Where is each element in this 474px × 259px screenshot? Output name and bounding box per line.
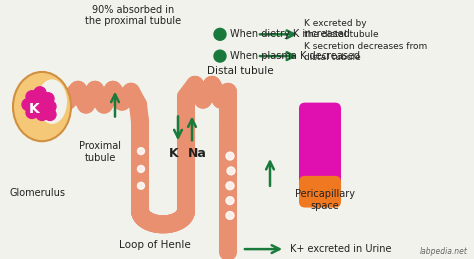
Ellipse shape xyxy=(13,72,71,141)
Ellipse shape xyxy=(37,79,67,124)
Circle shape xyxy=(22,99,34,111)
Circle shape xyxy=(137,148,145,155)
Circle shape xyxy=(42,93,54,105)
Circle shape xyxy=(26,107,38,118)
Circle shape xyxy=(214,28,226,40)
Text: labpedia.net: labpedia.net xyxy=(420,247,468,256)
Text: Distal tubule: Distal tubule xyxy=(207,66,273,76)
Circle shape xyxy=(226,212,234,219)
FancyBboxPatch shape xyxy=(299,103,341,202)
Circle shape xyxy=(226,197,234,205)
Circle shape xyxy=(44,101,56,112)
Text: When plasma K decreased: When plasma K decreased xyxy=(230,51,360,61)
Text: Pericapillary
space: Pericapillary space xyxy=(295,189,355,211)
Text: K: K xyxy=(28,102,39,116)
Text: K excreted by
the distal tubule: K excreted by the distal tubule xyxy=(304,19,379,39)
Text: Loop of Henle: Loop of Henle xyxy=(119,240,191,250)
Text: Glomerulus: Glomerulus xyxy=(9,188,65,198)
Circle shape xyxy=(227,167,235,175)
Circle shape xyxy=(44,109,56,120)
Text: K secretion decreases from
distal tubule: K secretion decreases from distal tubule xyxy=(304,42,427,62)
Text: 90% absorbed in
the proximal tubule: 90% absorbed in the proximal tubule xyxy=(85,5,181,26)
Circle shape xyxy=(226,152,234,160)
Circle shape xyxy=(34,99,46,111)
FancyBboxPatch shape xyxy=(299,176,341,207)
Text: When dietry K increased: When dietry K increased xyxy=(230,29,350,39)
Circle shape xyxy=(137,166,145,172)
Text: K: K xyxy=(169,147,179,160)
Text: Na: Na xyxy=(188,147,207,160)
Circle shape xyxy=(26,91,38,103)
Text: K+ excreted in Urine: K+ excreted in Urine xyxy=(290,244,392,254)
Circle shape xyxy=(137,182,145,189)
Circle shape xyxy=(36,109,48,120)
Text: Proximal
tubule: Proximal tubule xyxy=(79,141,121,163)
Circle shape xyxy=(34,87,46,99)
Circle shape xyxy=(226,182,234,190)
Circle shape xyxy=(214,50,226,62)
